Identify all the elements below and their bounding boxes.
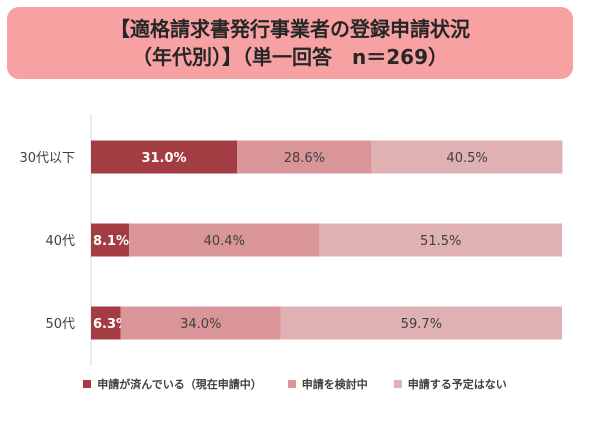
data-label: 34.0% xyxy=(180,317,221,332)
legend-swatch xyxy=(393,380,402,388)
data-label: 40.5% xyxy=(446,151,487,166)
chart-legend: 申請が済んでいる（現在申請中） 申請を検討中 申請する予定はない xyxy=(0,376,590,392)
bar-segment xyxy=(91,306,121,340)
bar-segment xyxy=(280,306,562,340)
chart-title-line-2: （年代別）】（単一回答 n＝269） xyxy=(132,45,448,69)
data-label: 28.6% xyxy=(284,151,325,166)
bar-segment xyxy=(120,306,281,340)
legend-label: 申請を検討中 xyxy=(301,378,368,391)
bar-segment xyxy=(319,223,562,257)
category-label: 30代以下 xyxy=(19,151,75,166)
legend-label: 申請する予定はない xyxy=(407,378,507,391)
legend-item: 申請を検討中 xyxy=(287,376,368,392)
data-label: 6.3% xyxy=(93,317,129,332)
bar-segment xyxy=(237,140,372,174)
legend-swatch xyxy=(287,380,296,388)
bar-segment xyxy=(129,223,320,257)
bar-segment xyxy=(91,223,130,257)
data-label: 51.5% xyxy=(420,234,461,249)
category-label: 50代 xyxy=(45,317,75,332)
data-label: 8.1% xyxy=(93,234,129,249)
bar-segment xyxy=(371,140,563,174)
data-label: 31.0% xyxy=(141,151,186,166)
title-banner: 【適格請求書発行事業者の登録申請状況 （年代別）】（単一回答 n＝269） xyxy=(7,7,573,79)
legend-item: 申請する予定はない xyxy=(393,376,507,392)
category-label: 40代 xyxy=(45,234,75,249)
data-label: 59.7% xyxy=(401,317,442,332)
legend-item: 申請が済んでいる（現在申請中） xyxy=(83,376,262,392)
bar-segment xyxy=(91,140,238,174)
chart-title-line-1: 【適格請求書発行事業者の登録申請状況 xyxy=(110,17,470,41)
legend-label: 申請が済んでいる（現在申請中） xyxy=(97,378,262,391)
legend-swatch xyxy=(83,380,92,388)
data-label: 40.4% xyxy=(204,234,245,249)
